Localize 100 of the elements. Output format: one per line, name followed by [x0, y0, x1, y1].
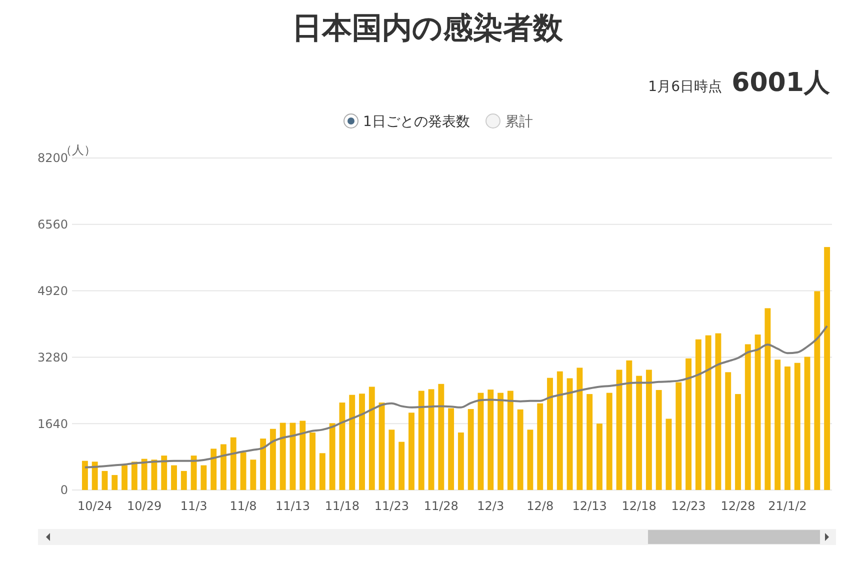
bar	[784, 366, 790, 490]
bar	[576, 368, 583, 490]
x-tick-label: 12/3	[477, 499, 504, 513]
bar	[794, 362, 800, 490]
bar	[359, 394, 365, 490]
x-tick-label: 11/13	[275, 499, 310, 513]
bar	[596, 424, 602, 490]
bar	[646, 370, 652, 490]
x-tick-label: 12/28	[720, 499, 756, 513]
bar	[339, 402, 346, 490]
bar	[82, 460, 88, 490]
bar	[764, 308, 771, 490]
bar	[705, 335, 712, 490]
bar	[438, 384, 444, 490]
bar	[161, 456, 168, 490]
bar	[507, 390, 514, 490]
bar	[151, 460, 158, 490]
y-tick-label: 1640	[37, 416, 68, 431]
bar	[310, 432, 316, 490]
y-tick-label: 4920	[37, 284, 68, 298]
bar	[300, 420, 306, 490]
bar	[537, 403, 544, 490]
bar	[488, 390, 494, 490]
bar	[250, 460, 256, 490]
text: 1月6日時点	[648, 79, 722, 95]
bar	[240, 452, 246, 490]
bar	[686, 358, 692, 490]
y-tick-label: 0	[60, 483, 68, 498]
bar	[280, 422, 286, 490]
x-tick-label: 11/28	[424, 499, 458, 513]
x-tick-label: 11/8	[230, 499, 257, 513]
bar	[566, 378, 573, 490]
bar	[210, 448, 217, 490]
x-tick-label: 12/13	[572, 499, 607, 513]
bar	[190, 456, 197, 490]
bar	[468, 409, 474, 490]
bar	[458, 432, 464, 490]
bar	[319, 453, 326, 490]
bar	[754, 334, 761, 490]
bar	[774, 360, 781, 490]
bar	[626, 360, 632, 490]
bar	[676, 382, 682, 490]
bar	[122, 465, 128, 490]
x-tick-label: 12/18	[622, 499, 656, 513]
x-tick-label: 10/29	[127, 499, 162, 513]
bar	[378, 402, 385, 490]
bar	[556, 371, 563, 490]
x-tick-label: 12/23	[671, 499, 706, 513]
bar	[329, 423, 336, 490]
bar	[230, 437, 236, 490]
chart-title: 日本国内の感染者数	[292, 11, 564, 46]
bar	[744, 344, 751, 490]
bar	[478, 392, 484, 490]
bar	[260, 438, 266, 490]
bar	[398, 442, 405, 490]
bar	[102, 470, 108, 490]
bar	[656, 390, 662, 490]
x-tick-label: 11/18	[324, 499, 360, 513]
x-tick-label: 10/24	[78, 499, 112, 513]
bar	[735, 394, 741, 490]
bar	[408, 412, 414, 490]
bar	[804, 356, 810, 490]
bar	[814, 291, 820, 490]
text: 1日ごとの発表数	[363, 114, 470, 130]
x-tick-label: 11/23	[374, 499, 409, 513]
x-tick-label: 11/3	[180, 499, 208, 513]
bar	[349, 394, 356, 490]
bar	[388, 430, 395, 490]
bar	[517, 409, 524, 490]
bar	[824, 247, 830, 490]
bar	[141, 458, 148, 490]
bar	[616, 370, 622, 490]
bar	[200, 465, 207, 490]
bar	[715, 333, 722, 490]
bar	[418, 390, 424, 490]
bar	[666, 418, 672, 490]
bar	[606, 392, 612, 490]
x-tick-label: 12/8	[526, 499, 554, 513]
x-tick-label: 21/1/2	[768, 499, 807, 513]
bar	[448, 408, 454, 490]
bar	[586, 394, 593, 490]
line-series	[84, 325, 828, 468]
bar	[92, 462, 98, 490]
bar	[220, 444, 226, 490]
bar	[527, 430, 534, 490]
bar	[498, 392, 504, 490]
y-tick-label: 6560	[37, 218, 68, 232]
bar	[180, 470, 187, 490]
bar	[428, 389, 434, 490]
text: 累計	[505, 114, 533, 130]
bar	[112, 475, 118, 490]
bar	[131, 462, 138, 490]
bar	[547, 378, 553, 490]
bar	[636, 376, 642, 490]
bar	[368, 386, 375, 490]
y-tick-label: 3280	[37, 350, 68, 364]
bar	[695, 339, 702, 490]
bar	[725, 372, 732, 490]
text: 6001人	[732, 68, 831, 98]
bar	[171, 465, 177, 490]
